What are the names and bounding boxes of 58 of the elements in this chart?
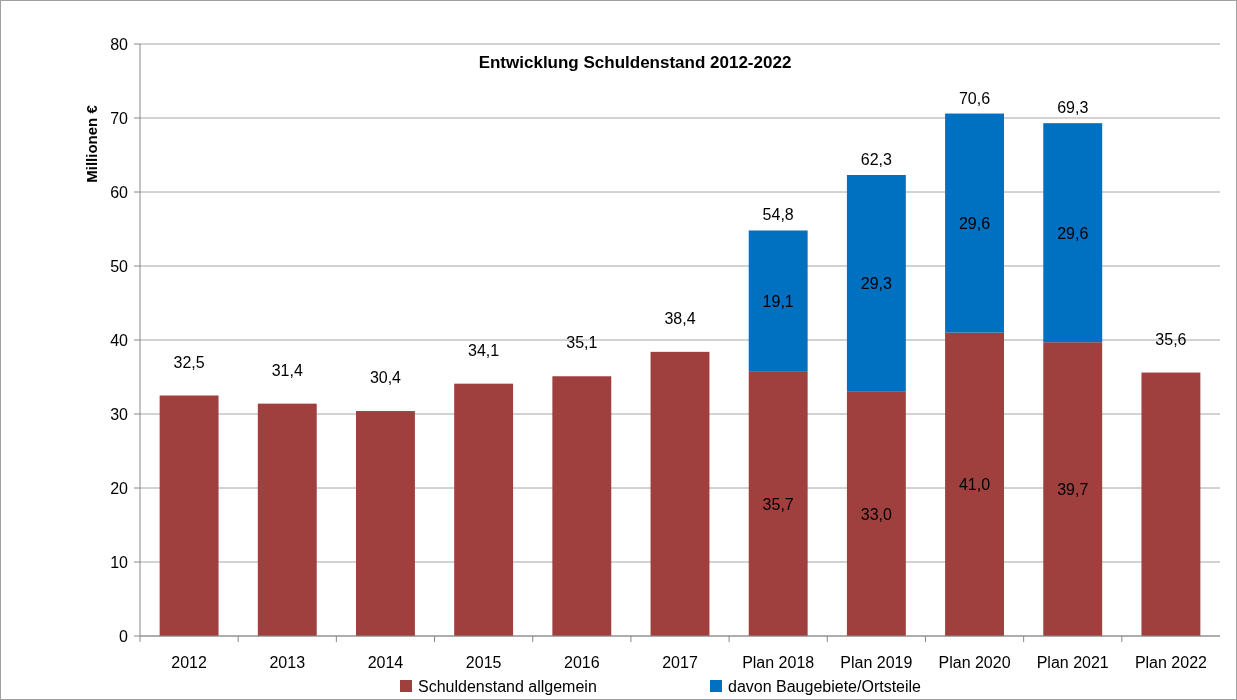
bar — [159, 395, 219, 636]
total-label: 62,3 — [860, 150, 893, 168]
bar — [748, 230, 808, 372]
x-tick-label: 2013 — [269, 654, 306, 671]
x-tick-label: 2017 — [662, 654, 698, 671]
data-label: 34,1 — [468, 341, 500, 359]
y-tick-label: 30 — [110, 406, 129, 423]
bar — [552, 376, 612, 636]
y-tick-label: 60 — [110, 184, 129, 201]
y-axis-title: Millionen € — [83, 104, 100, 183]
data-label: 35,6 — [1155, 330, 1187, 348]
y-tick-label: 20 — [110, 480, 129, 497]
x-tick-label: Plan 2021 — [1036, 654, 1109, 671]
total-label: 54,8 — [762, 206, 794, 224]
data-label: 31,4 — [271, 361, 303, 379]
x-tick-label: 2016 — [564, 654, 600, 671]
bar — [454, 383, 514, 636]
y-tick-label: 70 — [110, 110, 129, 127]
data-label: 30,4 — [369, 369, 402, 387]
data-label: 32,5 — [173, 353, 205, 371]
x-tick-label: Plan 2018 — [742, 654, 815, 671]
data-label: 29,6 — [1057, 224, 1089, 242]
x-tick-label: 2012 — [171, 654, 207, 671]
y-tick-label: 80 — [110, 36, 129, 53]
data-label: 29,6 — [958, 215, 991, 233]
x-tick-label: Plan 2020 — [938, 654, 1011, 671]
legend-label: Schuldenstand allgemein — [418, 678, 597, 695]
legend-label: davon Baugebiete/Ortsteile — [728, 678, 922, 695]
bar — [1043, 342, 1103, 636]
y-tick-label: 40 — [110, 332, 129, 349]
y-tick-label: 50 — [110, 258, 129, 275]
bar — [846, 391, 906, 636]
bar — [1043, 123, 1103, 343]
bar — [846, 174, 906, 392]
x-tick-label: 2014 — [367, 654, 404, 671]
bar — [257, 403, 317, 636]
bar — [1141, 372, 1201, 636]
data-label: 39,7 — [1057, 481, 1089, 499]
data-label: 19,1 — [762, 293, 794, 311]
bar — [650, 351, 710, 636]
data-label: 35,1 — [566, 334, 598, 352]
bar — [945, 332, 1004, 636]
bar — [945, 113, 1004, 333]
data-label: 35,7 — [762, 495, 794, 513]
x-tick-label: Plan 2022 — [1134, 654, 1208, 671]
total-label: 70,6 — [958, 89, 991, 107]
x-tick-label: 2015 — [465, 654, 502, 671]
y-tick-label: 10 — [110, 554, 129, 571]
data-label: 29,3 — [860, 275, 893, 293]
total-label: 69,3 — [1057, 99, 1089, 117]
data-label: 33,0 — [860, 505, 893, 523]
bar — [748, 371, 808, 636]
data-label: 41,0 — [958, 476, 991, 494]
bar — [356, 411, 415, 636]
data-label: 38,4 — [664, 309, 696, 327]
text: Entwicklung Schuldenstand 2012-2022 — [478, 53, 792, 72]
y-tick-label: 0 — [119, 628, 129, 645]
x-tick-label: Plan 2019 — [840, 654, 913, 671]
